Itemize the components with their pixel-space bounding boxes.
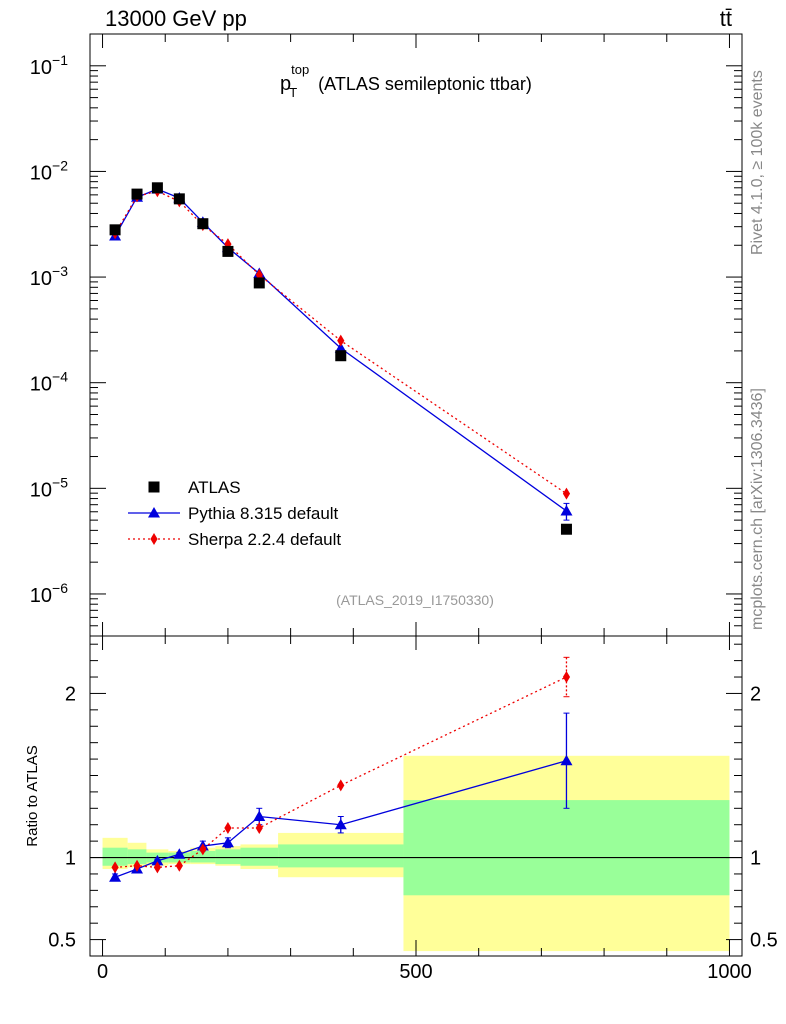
data-point-pythia [560,505,573,516]
ratio-point-sherpa [255,822,263,834]
series-sherpa [111,185,571,500]
data-point-data [197,218,209,230]
legend: ATLAS Pythia 8.315 default Sherpa 2.2.4 de… [128,478,341,549]
ratio-point-sherpa [562,671,571,684]
y-tick-label: 10−5 [30,474,68,501]
data-point-data [151,182,163,194]
legend-label-pythia: Pythia 8.315 default [188,504,339,523]
process-label: tt̄ [720,6,732,31]
ratio-point-pythia [173,848,186,859]
data-point-sherpa [337,334,345,347]
ratio-y-tick-label-right: 1 [750,848,761,870]
ratio-point-pythia [334,818,347,830]
uncertainty-band-inner [102,847,128,866]
ratio-y-tick-label-left: 2 [65,683,76,705]
legend-marker-sherpa [150,533,158,545]
ratio-point-sherpa [224,822,232,834]
ratio-point-sherpa [199,843,207,856]
ratio-point-pythia [560,754,573,766]
data-point-sherpa [562,487,571,500]
legend-label-sherpa: Sherpa 2.2.4 default [188,530,341,549]
ratio-point-pythia [151,854,164,866]
ratio-point-pythia [109,871,122,882]
legend-label-data: ATLAS [188,478,241,497]
rivet-label: Rivet 4.1.0, ≥ 100k events [749,70,766,255]
uncertainty-band-inner [215,849,241,865]
data-point-data [131,188,143,200]
data-point-data [335,350,347,362]
ratio-point-pythia [221,836,234,848]
y-tick-label: 10−1 [30,52,68,79]
ratio-y-tick-label-right: 0.5 [750,930,778,952]
series-data [109,182,572,535]
legend-marker-data [148,481,160,493]
ratio-point-sherpa [337,779,345,792]
data-point-data [109,224,121,236]
x-tick-label: 1000 [707,961,752,983]
y-tick-label: 10−6 [30,580,68,607]
data-point-data [173,193,185,205]
ratio-y-axis-label: Ratio to ATLAS [24,745,41,846]
x-tick-label: 0 [97,961,108,983]
uncertainty-band-inner [190,850,216,863]
ratio-point-sherpa [111,861,119,874]
uncertainty-band-inner [403,800,730,896]
chart-title: ptop T (ATLAS semileptonic ttbar) [280,62,532,100]
data-point-data [560,523,572,535]
ratio-point-sherpa [133,859,141,872]
ratio-y-tick-label-left: 0.5 [48,930,76,952]
ratio-point-sherpa [153,861,161,874]
site-label: mcplots.cern.ch [arXiv:1306.3436] [749,388,766,630]
ratio-panel: 0.5 0.5 1 1 2 2 0 500 1000 Ratio to ATLAS [24,635,778,983]
energy-label: 13000 GeV pp [105,6,247,31]
data-point-pythia [334,342,347,353]
x-tick-label: 500 [399,961,432,983]
analysis-watermark: (ATLAS_2019_I1750330) [336,592,494,608]
ratio-series-sherpa [111,656,571,874]
ratio-point-pythia [253,810,266,822]
data-point-data [222,245,234,257]
ratio-y-tick-label-left: 1 [65,848,76,870]
legend-marker-pythia [148,507,160,518]
main-panel: 10−6 10−5 10−4 10−3 10−2 10−1 ptop T (ATLAS sem… [30,33,743,637]
y-tick-label: 10−4 [30,369,68,396]
ratio-series-pythia [109,712,573,882]
ratio-point-sherpa [175,859,183,872]
data-point-data [253,277,265,289]
y-tick-label: 10−3 [30,263,68,290]
y-tick-label: 10−2 [30,157,68,184]
uncertainty-band-inner [240,847,279,866]
uncertainty-band-inner [278,844,404,868]
ratio-y-tick-label-right: 2 [750,683,761,705]
uncertainty-band-inner [127,849,147,865]
